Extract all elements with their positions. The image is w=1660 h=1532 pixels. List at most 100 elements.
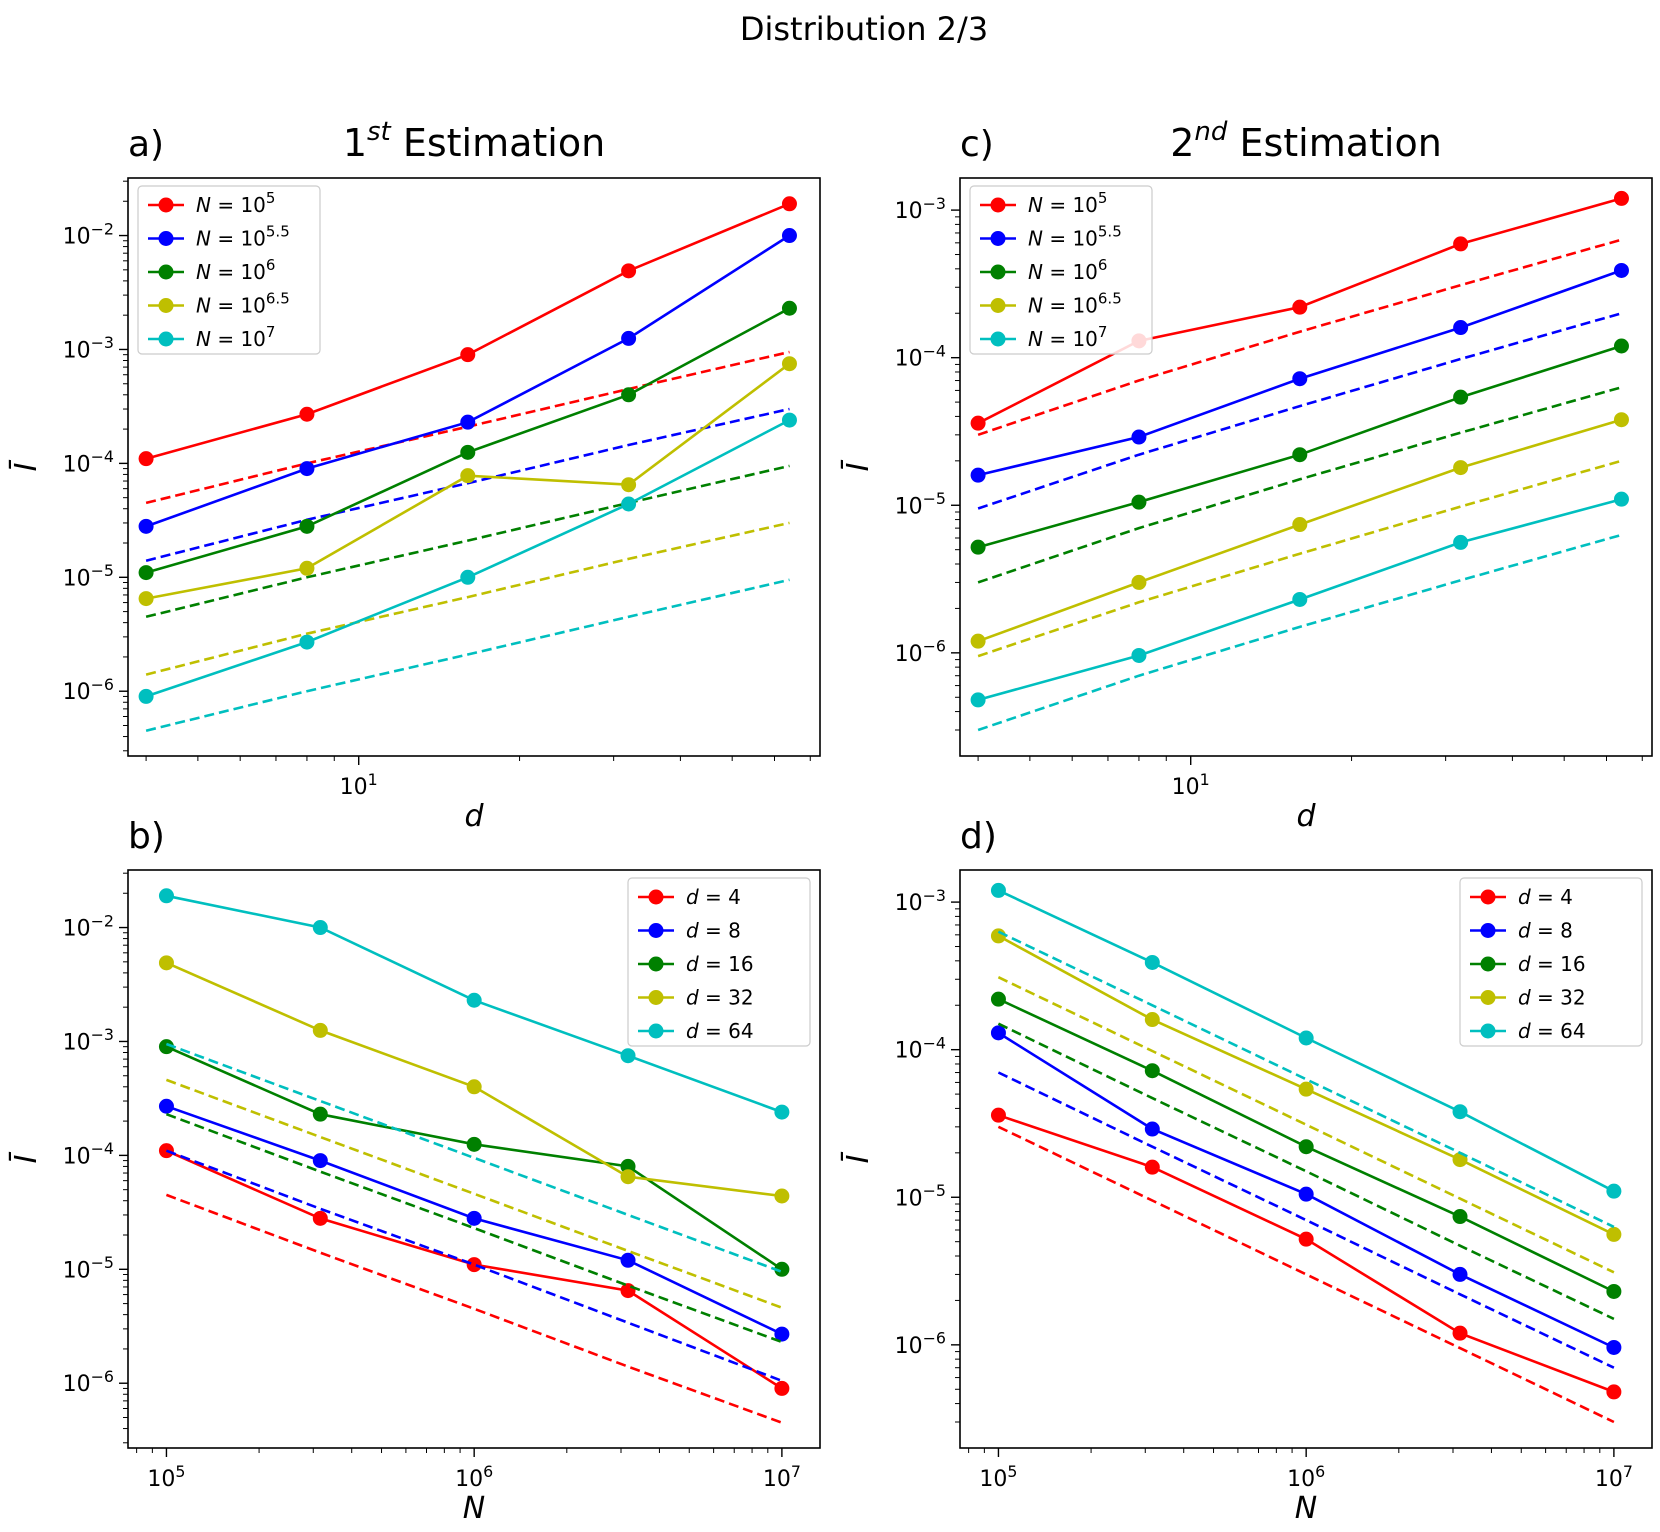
data-point: [781, 228, 797, 244]
data-point: [460, 569, 476, 585]
legend-label: N = 105.5: [196, 223, 290, 251]
plot-area: [970, 190, 1629, 732]
data-point: [1452, 1266, 1468, 1282]
data-point: [970, 415, 986, 431]
plot-area: [138, 196, 797, 732]
data-point: [970, 633, 986, 649]
legend-label: N = 106: [196, 256, 275, 284]
data-point: [460, 444, 476, 460]
plot-area: [990, 882, 1622, 1424]
data-point: [1131, 574, 1147, 590]
reference-line-3: [997, 976, 1615, 1274]
data-point: [299, 518, 315, 534]
data-point: [1452, 1104, 1468, 1120]
axes-frame: [959, 177, 1653, 757]
y-tick-label: 10−4: [895, 341, 946, 371]
plot-area: [158, 888, 790, 1424]
data-point: [312, 920, 328, 936]
data-point: [1144, 1012, 1160, 1028]
data-point: [1131, 429, 1147, 445]
data-point: [158, 955, 174, 971]
data-point: [158, 888, 174, 904]
data-point: [781, 412, 797, 428]
legend-box: [969, 185, 1153, 355]
data-point: [1144, 1159, 1160, 1175]
y-tick-label: 10−6: [63, 675, 114, 705]
data-point: [1453, 389, 1469, 405]
data-point: [1298, 1186, 1314, 1202]
legend: N = 105 N = 105.5 N = 106 N = 106.5 N = 107: [969, 185, 1153, 355]
legend-marker: [1480, 956, 1496, 972]
x-tick-label: 107: [1595, 1462, 1633, 1492]
x-tick-label: 106: [1287, 1462, 1325, 1492]
x-tick-label: 107: [763, 1462, 801, 1492]
data-point: [1606, 1283, 1622, 1299]
panel-label: b): [128, 816, 165, 857]
data-point: [1144, 954, 1160, 970]
data-point: [158, 1039, 174, 1055]
legend: N = 105 N = 105.5 N = 106 N = 106.5 N = 107: [137, 185, 321, 355]
data-point: [299, 560, 315, 576]
data-point: [1606, 1339, 1622, 1355]
data-point: [621, 496, 637, 512]
data-point: [620, 1158, 636, 1174]
legend: d = 4 d = 8 d = 16 d = 32 d = 64: [1459, 877, 1643, 1047]
data-point: [466, 1079, 482, 1095]
legend-marker: [990, 331, 1006, 347]
data-point: [138, 518, 154, 534]
data-point: [970, 692, 986, 708]
data-point: [1453, 460, 1469, 476]
data-point: [460, 414, 476, 430]
data-point: [299, 634, 315, 650]
data-point: [620, 1048, 636, 1064]
legend-label: N = 106.5: [1028, 290, 1122, 318]
legend-label: d = 8: [1518, 919, 1573, 943]
y-tick-label: 10−4: [63, 447, 114, 477]
y-tick-label: 10−5: [63, 561, 114, 591]
x-tick-label: 101: [1172, 770, 1210, 800]
axes-frame: [127, 177, 821, 757]
legend-marker: [648, 1023, 664, 1039]
reference-line-3: [165, 1078, 783, 1309]
y-tick-label: 10−3: [63, 1025, 114, 1055]
legend-marker: [990, 298, 1006, 313]
data-point: [312, 1153, 328, 1169]
data-point: [138, 565, 154, 581]
y-tick-label: 10−5: [895, 1181, 946, 1211]
legend-marker: [158, 331, 174, 347]
data-point: [1144, 1121, 1160, 1137]
data-point: [1613, 262, 1629, 278]
data-point: [1298, 1081, 1314, 1097]
y-axis-label: Ī: [8, 459, 44, 471]
y-tick-label: 10−4: [63, 1139, 114, 1169]
reference-line-1: [977, 312, 1622, 510]
data-point: [970, 467, 986, 483]
reference-line-4: [165, 1042, 783, 1274]
y-tick-label: 10−5: [63, 1253, 114, 1283]
legend-box: [1459, 877, 1643, 1047]
data-point: [1452, 1325, 1468, 1341]
x-axis-label: N: [1295, 1491, 1317, 1526]
y-tick-label: 10−2: [63, 219, 114, 249]
data-point: [990, 1025, 1006, 1041]
data-point: [1613, 412, 1629, 428]
reference-line-1: [145, 407, 790, 562]
data-point: [138, 451, 154, 467]
data-point: [1452, 1209, 1468, 1225]
data-point: [990, 1107, 1006, 1123]
legend-marker: [158, 231, 174, 246]
data-point: [466, 1136, 482, 1152]
data-point: [158, 1098, 174, 1114]
reference-line-1: [997, 1071, 1615, 1369]
legend-label: d = 4: [686, 885, 741, 909]
reference-line-3: [145, 521, 790, 676]
reference-line-2: [997, 1022, 1615, 1321]
legend-marker: [648, 923, 664, 938]
data-point: [1144, 1063, 1160, 1079]
legend-marker: [158, 197, 174, 213]
data-point: [1613, 190, 1629, 206]
y-tick-label: 10−3: [895, 886, 946, 916]
data-point: [1131, 647, 1147, 663]
y-tick-label: 10−6: [895, 1329, 946, 1359]
data-point: [1292, 299, 1308, 315]
